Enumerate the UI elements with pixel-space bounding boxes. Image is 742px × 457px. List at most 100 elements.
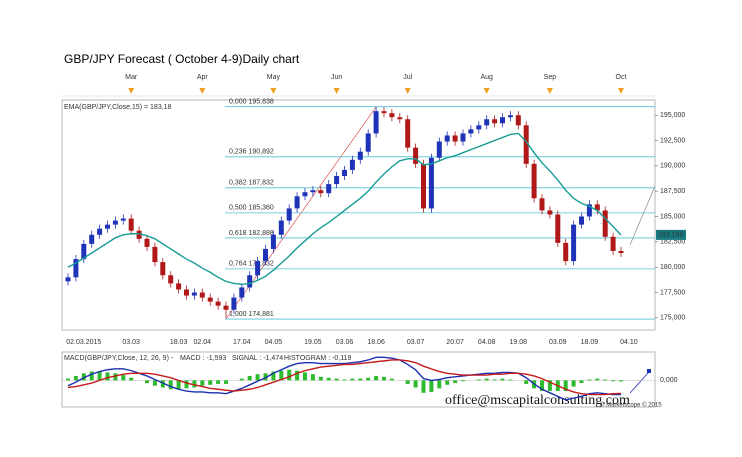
candle-body: [507, 115, 513, 118]
x-tick-label: 19.05: [304, 339, 322, 346]
candle-body: [89, 234, 95, 244]
histogram-bar: [547, 380, 552, 392]
month-marker: [618, 88, 624, 94]
x-tick-label: 18.03: [170, 339, 188, 346]
candle-body: [428, 157, 434, 209]
x-tick-label: 03.09: [549, 339, 567, 346]
macd-forecast-line: [629, 371, 650, 394]
x-tick-label: 04.10: [620, 339, 638, 346]
month-label: Aug: [480, 74, 493, 81]
histogram-bar: [563, 380, 568, 392]
histogram-bar: [168, 380, 173, 390]
candle-body: [247, 275, 253, 288]
candle-body: [523, 125, 529, 164]
histogram-bar: [334, 378, 339, 381]
histogram-bar: [303, 372, 307, 381]
y-tick-label: 195,000: [660, 112, 685, 119]
histogram-bar: [619, 380, 623, 382]
histogram-bar: [603, 379, 608, 381]
histogram-bar: [263, 373, 268, 381]
histogram-bar: [437, 380, 442, 389]
fib-label: 1,000 174,881: [229, 311, 274, 318]
candle-body: [310, 190, 316, 193]
histogram-bar: [571, 380, 576, 387]
candle-body: [215, 301, 221, 306]
candle-body: [444, 135, 450, 142]
x-tick-label: 04.05: [265, 339, 283, 346]
month-marker: [483, 88, 490, 94]
fib-label: 0,618 182,888: [229, 230, 274, 237]
candle-body: [389, 113, 395, 118]
x-tick-label: 18.09: [581, 339, 599, 346]
histogram-bar: [429, 380, 434, 392]
candle-body: [618, 250, 624, 253]
histogram-bar: [595, 378, 600, 381]
candle-body: [579, 216, 584, 225]
histogram-bar: [184, 380, 189, 389]
candle-body: [105, 224, 110, 229]
candle-body: [199, 292, 205, 298]
candle-body: [294, 196, 300, 209]
histogram-bar: [81, 373, 86, 381]
x-tick-label: 03.03: [122, 339, 140, 346]
candle-body: [555, 214, 561, 243]
candle-body: [231, 297, 237, 310]
candle-body: [381, 111, 387, 114]
legend-entry: MACD : -1,593: [180, 355, 226, 362]
histogram-bar: [239, 378, 244, 381]
candle-body: [334, 175, 340, 185]
fib-label: 0,236 190,892: [229, 149, 274, 156]
candle-body: [349, 159, 355, 170]
histogram-bar: [382, 376, 386, 381]
month-label: Apr: [197, 74, 209, 81]
x-tick-label: 17.04: [233, 339, 251, 346]
fib-label: 0,764 179,832: [229, 261, 274, 268]
candle-body: [452, 135, 458, 142]
candle-body: [405, 119, 411, 148]
y-tick-label: 177,500: [660, 289, 685, 296]
histogram-bar: [318, 376, 323, 381]
candle-body: [460, 133, 466, 142]
histogram-bar: [389, 378, 394, 381]
x-tick-label: 02.03.2015: [66, 339, 101, 346]
candle-body: [286, 208, 292, 221]
histogram-bar: [358, 378, 363, 381]
macd-forecast-marker: [647, 369, 651, 373]
month-marker: [546, 88, 553, 94]
histogram-bar: [129, 377, 134, 381]
candle-body: [594, 204, 600, 211]
x-tick-label: 20.07: [446, 339, 464, 346]
histogram-bar: [224, 380, 228, 384]
histogram-bar: [145, 380, 149, 384]
histogram-bar: [579, 380, 584, 384]
candle-body: [65, 277, 71, 282]
last-price-label: 183,189: [658, 232, 683, 239]
candle-body: [144, 238, 150, 247]
candle-body: [586, 204, 592, 217]
histogram-bar: [342, 379, 347, 381]
macd-line: [67, 359, 622, 396]
y-tick-label: 0,000: [660, 377, 678, 384]
copyright: © Marketscope © 2015: [600, 402, 662, 409]
y-tick-label: 180,000: [660, 264, 685, 271]
candle-body: [302, 192, 308, 197]
histogram-bar: [492, 379, 497, 381]
forecast-line: [629, 185, 656, 246]
histogram-bar: [350, 378, 355, 381]
candle-body: [97, 228, 103, 235]
month-label: May: [267, 74, 281, 81]
candle-body: [270, 234, 276, 249]
histogram-bar: [113, 373, 118, 381]
x-tick-label: 18.06: [367, 339, 385, 346]
candle-body: [81, 243, 87, 260]
fib-label: 0,500 185,360: [229, 205, 274, 212]
last-price-box: [656, 229, 686, 240]
macd-panel: [61, 351, 656, 408]
candle-body: [602, 210, 608, 237]
candle-body: [73, 259, 79, 278]
fib-label: 0,382 187,832: [229, 180, 274, 187]
histogram-bar: [279, 370, 284, 381]
month-label: Jun: [331, 74, 342, 81]
month-marker: [333, 88, 340, 94]
